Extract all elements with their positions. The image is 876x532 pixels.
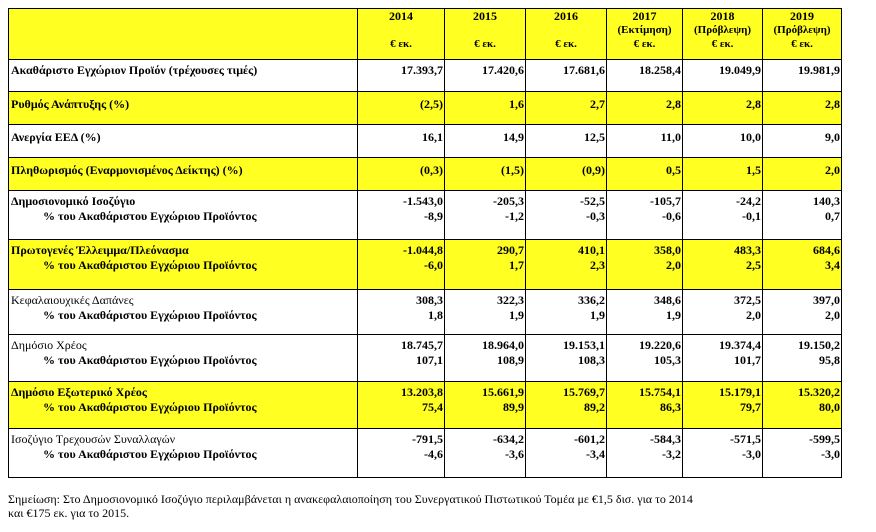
- cell-value: 10,0: [682, 124, 763, 158]
- cell-value: 19.220,6 105,3: [606, 334, 683, 382]
- cell-value: 140,3 0,7: [762, 190, 842, 240]
- cell-value: -205,3 -1,2: [444, 190, 526, 240]
- cell-value: 12,5: [525, 124, 607, 158]
- cell-value: 372,5 2,0: [682, 289, 763, 335]
- row-label: Ανεργία ΕΕΔ (%): [8, 124, 358, 158]
- cell-value: 9,0: [762, 124, 842, 158]
- table-row: Δημοσιονομικό Ισοζύγιο% του Ακαθάριστου …: [8, 190, 842, 240]
- table-row: Ακαθάριστο Εγχώριον Προϊόν (τρέχουσες τι…: [8, 59, 842, 92]
- table-row: Ισοζύγιο Τρεχουσών Συναλλαγών% του Ακαθά…: [8, 428, 842, 478]
- header-row: 2014 € εκ. 2015 € εκ. 2016 € εκ. 2017 (Εκτίμ…: [8, 8, 842, 60]
- cell-value: -1.543,0 -8,9: [357, 190, 445, 240]
- cell-value: (0,9): [525, 157, 607, 191]
- row-label: Ισοζύγιο Τρεχουσών Συναλλαγών% του Ακαθά…: [8, 428, 358, 478]
- cell-value: 19.374,4 101,7: [682, 334, 763, 382]
- footnote: Σημείωση: Στο Δημοσιονομικό Ισοζύγιο περ…: [8, 492, 868, 520]
- cell-value: 2,0: [762, 157, 842, 191]
- cell-value: -584,3 -3,2: [606, 428, 683, 478]
- header-label-cell: [8, 8, 358, 60]
- year-header: 2016 € εκ.: [525, 8, 607, 60]
- cell-value: 308,3 1,8: [357, 289, 445, 335]
- cell-value: 17.393,7: [357, 59, 445, 92]
- table-row: Πρωτογενές Έλλειμμα/Πλεόνασμα% του Ακαθά…: [8, 239, 842, 290]
- cell-value: 684,6 3,4: [762, 239, 842, 290]
- cell-value: 322,3 1,9: [444, 289, 526, 335]
- year-header: 2018 (Πρόβλεψη) € εκ.: [682, 8, 763, 60]
- cell-value: 2,8: [682, 91, 763, 125]
- cell-value: -791,5 -4,6: [357, 428, 445, 478]
- cell-value: 348,6 1,9: [606, 289, 683, 335]
- cell-value: 336,2 1,9: [525, 289, 607, 335]
- cell-value: (1,5): [444, 157, 526, 191]
- cell-value: (2,5): [357, 91, 445, 125]
- row-label: Ρυθμός Ανάπτυξης (%): [8, 91, 358, 125]
- cell-value: 15.661,9 89,9: [444, 381, 526, 429]
- cell-value: 397,0 2,0: [762, 289, 842, 335]
- cell-value: -1.044,8 -6,0: [357, 239, 445, 290]
- cell-value: 0,5: [606, 157, 683, 191]
- year-header: 2019 (Πρόβλεψη) € εκ.: [762, 8, 842, 60]
- table-row: Ανεργία ΕΕΔ (%) 16,1 14,9 12,5 11,0 10,0…: [8, 124, 842, 158]
- row-label: Ακαθάριστο Εγχώριον Προϊόν (τρέχουσες τι…: [8, 59, 358, 92]
- cell-value: 14,9: [444, 124, 526, 158]
- cell-value: -571,5 -3,0: [682, 428, 763, 478]
- cell-value: 2,8: [606, 91, 683, 125]
- cell-value: 19.981,9: [762, 59, 842, 92]
- year-header: 2017 (Εκτίμηση) € εκ.: [606, 8, 683, 60]
- cell-value: 15.769,7 89,2: [525, 381, 607, 429]
- year-header: 2014 € εκ.: [357, 8, 445, 60]
- table-row: Ρυθμός Ανάπτυξης (%) (2,5) 1,6 2,7 2,8 2…: [8, 91, 842, 125]
- cell-value: -52,5 -0,3: [525, 190, 607, 240]
- cell-value: 15.754,1 86,3: [606, 381, 683, 429]
- row-label: Δημοσιονομικό Ισοζύγιο% του Ακαθάριστου …: [8, 190, 358, 240]
- cell-value: 15.179,1 79,7: [682, 381, 763, 429]
- cell-value: 13.203,8 75,4: [357, 381, 445, 429]
- cell-value: 19.150,2 95,8: [762, 334, 842, 382]
- cell-value: 2,8: [762, 91, 842, 125]
- footnote-line: Σημείωση: Στο Δημοσιονομικό Ισοζύγιο περ…: [8, 492, 693, 506]
- cell-value: 19.153,1 108,3: [525, 334, 607, 382]
- row-label: Πρωτογενές Έλλειμμα/Πλεόνασμα% του Ακαθά…: [8, 239, 358, 290]
- cell-value: 11,0: [606, 124, 683, 158]
- cell-value: 18.258,4: [606, 59, 683, 92]
- cell-value: 410,1 2,3: [525, 239, 607, 290]
- row-label: Πληθωρισμός (Εναρμονισμένος Δείκτης) (%): [8, 157, 358, 191]
- cell-value: 1,6: [444, 91, 526, 125]
- cell-value: -599,5 -3,0: [762, 428, 842, 478]
- row-label: Δημόσιο Εξωτερικό Χρέος% του Ακαθάριστου…: [8, 381, 358, 429]
- row-label: Δημόσιο Χρέος% του Ακαθάριστου Εγχώριου …: [8, 334, 358, 382]
- footnote-line: και €175 εκ. για το 2015.: [8, 506, 130, 520]
- cell-value: (0,3): [357, 157, 445, 191]
- cell-value: 19.049,9: [682, 59, 763, 92]
- cell-value: 15.320,2 80,0: [762, 381, 842, 429]
- cell-value: -601,2 -3,4: [525, 428, 607, 478]
- row-label: Κεφαλαιουχικές Δαπάνες% του Ακαθάριστου …: [8, 289, 358, 335]
- cell-value: -105,7 -0,6: [606, 190, 683, 240]
- cell-value: 483,3 2,5: [682, 239, 763, 290]
- cell-value: 358,0 2,0: [606, 239, 683, 290]
- table-row: Δημόσιο Εξωτερικό Χρέος% του Ακαθάριστου…: [8, 381, 842, 429]
- cell-value: -634,2 -3,6: [444, 428, 526, 478]
- year-header: 2015 € εκ.: [444, 8, 526, 60]
- cell-value: -24,2 -0,1: [682, 190, 763, 240]
- table-row: Δημόσιο Χρέος% του Ακαθάριστου Εγχώριου …: [8, 334, 842, 382]
- cell-value: 2,7: [525, 91, 607, 125]
- table-row: Κεφαλαιουχικές Δαπάνες% του Ακαθάριστου …: [8, 289, 842, 335]
- cell-value: 16,1: [357, 124, 445, 158]
- cell-value: 17.681,6: [525, 59, 607, 92]
- cell-value: 18.745,7 107,1: [357, 334, 445, 382]
- cell-value: 18.964,0 108,9: [444, 334, 526, 382]
- cell-value: 17.420,6: [444, 59, 526, 92]
- cell-value: 1,5: [682, 157, 763, 191]
- economic-indicators-table: 2014 € εκ. 2015 € εκ. 2016 € εκ. 2017 (Εκτίμ…: [8, 8, 842, 478]
- cell-value: 290,7 1,7: [444, 239, 526, 290]
- table-row: Πληθωρισμός (Εναρμονισμένος Δείκτης) (%)…: [8, 157, 842, 191]
